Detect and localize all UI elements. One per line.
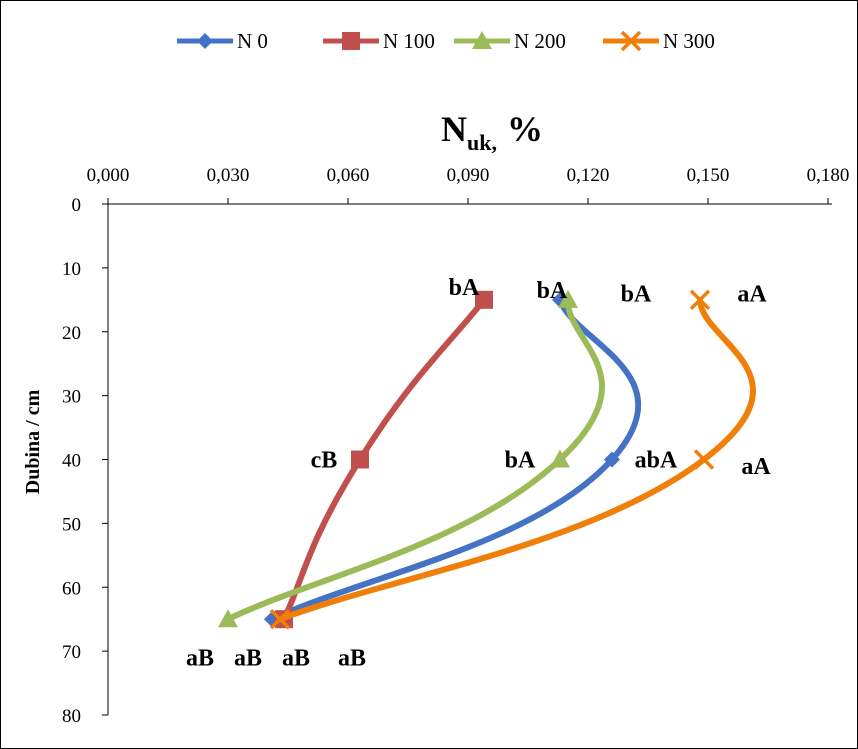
legend-swatch-marker xyxy=(197,33,213,49)
y-tick-label: 0 xyxy=(72,195,82,216)
annotation-label: aA xyxy=(741,454,771,480)
x-tick-label: 0,090 xyxy=(447,165,490,186)
x-axis-title-unit: % xyxy=(507,109,543,149)
y-tick-label: 10 xyxy=(62,259,81,280)
series-line xyxy=(269,296,642,623)
legend-item-n-200: N 200 xyxy=(454,29,566,53)
legend: N 0 N 100 N 200 N 300 xyxy=(177,29,715,53)
data-point-stroke-b xyxy=(693,449,715,470)
annotation-label: aB xyxy=(234,646,262,672)
series-n-300 xyxy=(269,289,756,630)
y-tick-label: 40 xyxy=(62,451,81,472)
legend-label: N 200 xyxy=(514,29,566,53)
data-point xyxy=(351,450,369,469)
y-tick-label: 50 xyxy=(62,514,81,535)
x-tick-label: 0,120 xyxy=(567,165,610,186)
data-point-stroke-b xyxy=(269,608,291,630)
data-point xyxy=(693,449,715,470)
x-tick-label: 0,060 xyxy=(327,165,370,186)
legend-swatch-marker xyxy=(620,30,642,52)
x-axis-title-main: N xyxy=(441,109,467,149)
data-point-stroke-b xyxy=(689,289,711,311)
annotation-label: bA xyxy=(537,278,568,304)
y-tick-label: 80 xyxy=(62,706,81,727)
annotation-layer: bA bA bA aA cB bA abA aA aB aB aB aB xyxy=(186,275,771,671)
annotation-label: bA xyxy=(621,281,652,307)
series-line xyxy=(225,296,605,623)
series-n-100 xyxy=(275,290,493,629)
data-point xyxy=(269,608,291,630)
legend-swatch-marker xyxy=(472,31,492,49)
legend-item-n-0: N 0 xyxy=(177,29,268,53)
annotation-label: aB xyxy=(338,646,366,672)
x-axis-title: Nuk,% xyxy=(441,109,543,155)
x-tick-label: 0,180 xyxy=(807,165,850,186)
annotation-label: cB xyxy=(311,448,338,474)
legend-item-n-100: N 100 xyxy=(323,29,435,53)
legend-item-n-300: N 300 xyxy=(603,29,715,53)
series-layer xyxy=(218,289,756,630)
x-axis: 0,000 0,030 0,060 0,090 0,120 0,150 0,180 xyxy=(87,165,850,205)
data-point xyxy=(604,451,620,468)
x-tick-label: 0,000 xyxy=(87,165,130,186)
data-point xyxy=(558,289,578,308)
x-tick-label: 0,030 xyxy=(207,165,250,186)
data-point xyxy=(689,289,711,311)
data-point xyxy=(218,609,238,628)
y-tick-label: 20 xyxy=(62,323,81,344)
annotation-label: bA xyxy=(449,275,480,301)
annotation-label: aB xyxy=(282,646,310,672)
legend-label: N 0 xyxy=(237,29,268,53)
x-axis-title-sub: uk, xyxy=(467,130,497,155)
data-point xyxy=(550,449,570,468)
legend-swatch-marker xyxy=(342,32,360,50)
series-n-200 xyxy=(218,289,605,628)
legend-swatch-marker-stroke-b xyxy=(620,30,642,52)
annotation-label: aA xyxy=(737,281,767,307)
x-tick-label: 0,150 xyxy=(687,165,730,186)
annotation-label: abA xyxy=(635,448,678,474)
y-axis-title: Dubina / cm xyxy=(22,389,44,494)
annotation-label: aB xyxy=(186,646,214,672)
y-tick-label: 30 xyxy=(62,387,81,408)
data-point xyxy=(475,290,493,309)
y-tick-label: 60 xyxy=(62,578,81,599)
legend-label: N 100 xyxy=(383,29,435,53)
legend-label: N 300 xyxy=(663,29,715,53)
y-axis: 0 10 20 30 40 50 60 70 80 xyxy=(62,195,109,727)
y-tick-label: 70 xyxy=(62,642,81,663)
annotation-label: bA xyxy=(505,448,536,474)
series-line xyxy=(277,296,756,623)
